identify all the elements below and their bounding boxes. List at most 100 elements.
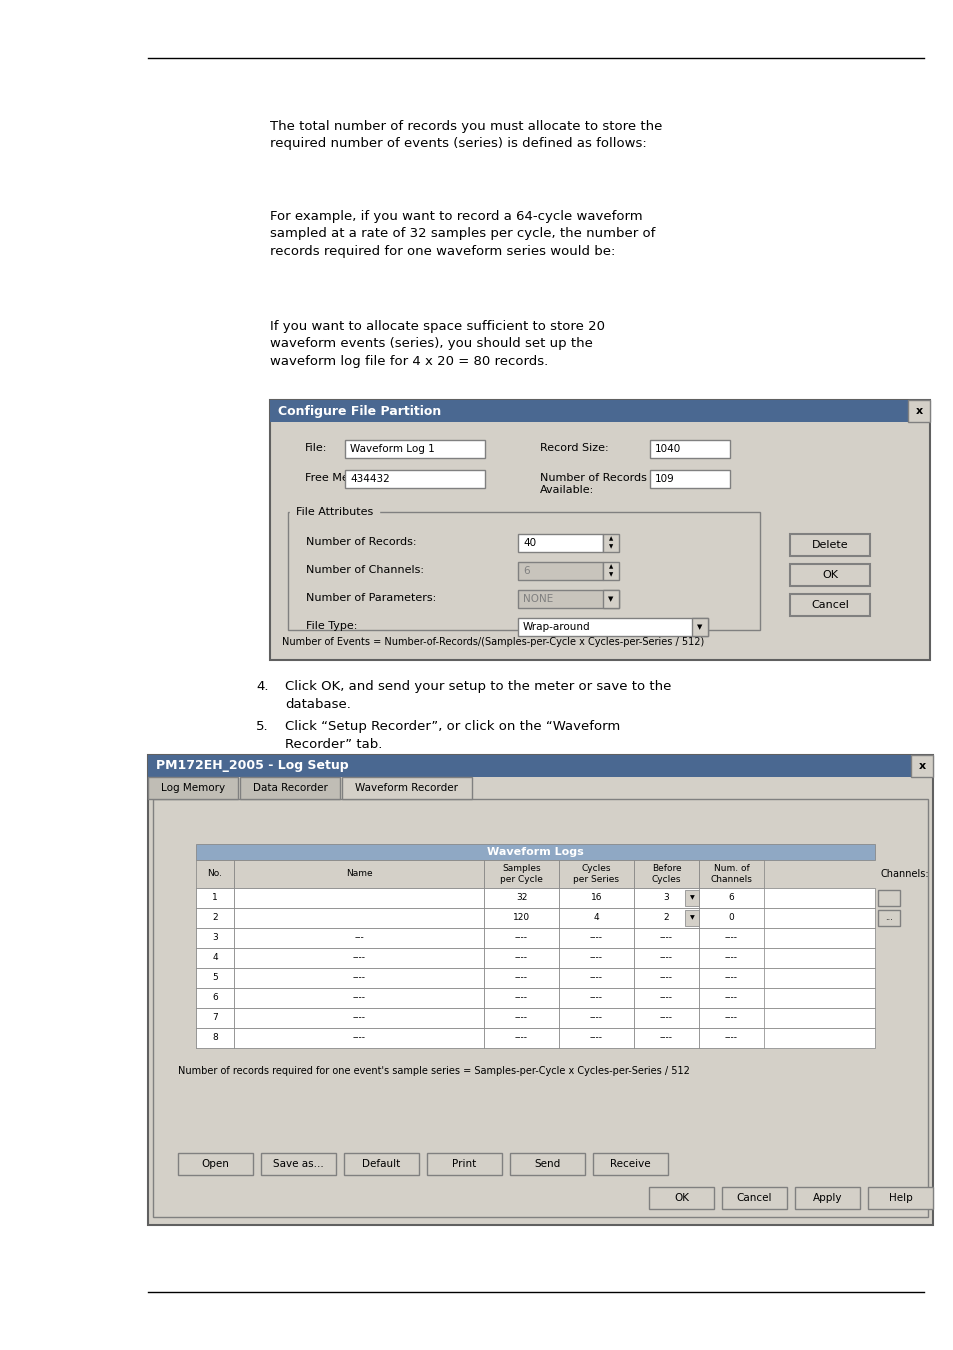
Bar: [195, 988, 233, 1008]
Bar: [649, 470, 729, 487]
Text: 16: 16: [590, 894, 601, 903]
Bar: [634, 948, 699, 968]
Text: ----: ----: [589, 994, 602, 1003]
Text: PM172EH_2005 - Log Setup: PM172EH_2005 - Log Setup: [156, 760, 348, 772]
Bar: [517, 618, 707, 636]
Bar: [602, 590, 618, 608]
Text: Save as...: Save as...: [273, 1160, 323, 1169]
Bar: [345, 440, 484, 458]
Bar: [558, 860, 634, 888]
Bar: [195, 909, 233, 927]
Bar: [789, 535, 869, 556]
Text: Configure File Partition: Configure File Partition: [277, 405, 441, 417]
Bar: [233, 927, 483, 948]
Text: ----: ----: [659, 933, 672, 942]
Text: 434432: 434432: [350, 474, 390, 485]
Text: If you want to allocate space sufficient to store 20
waveform events (series), y: If you want to allocate space sufficient…: [270, 320, 604, 369]
Bar: [634, 1027, 699, 1048]
Bar: [634, 909, 699, 927]
Text: 5: 5: [212, 973, 217, 983]
Text: ▼: ▼: [689, 895, 694, 900]
Bar: [195, 968, 233, 988]
Text: No.: No.: [208, 869, 222, 879]
Text: Send: Send: [534, 1160, 560, 1169]
Bar: [341, 778, 472, 799]
Bar: [233, 860, 483, 888]
Text: ----: ----: [515, 994, 527, 1003]
Bar: [558, 927, 634, 948]
Bar: [558, 968, 634, 988]
Bar: [148, 778, 237, 799]
Text: 3: 3: [663, 894, 669, 903]
Text: Name: Name: [345, 869, 372, 879]
Bar: [789, 594, 869, 616]
Text: OK: OK: [673, 1193, 688, 1203]
Text: Waveform Logs: Waveform Logs: [487, 846, 583, 857]
Bar: [195, 968, 874, 988]
Text: OK: OK: [821, 570, 837, 580]
Text: ----: ----: [659, 1014, 672, 1022]
Text: 4.: 4.: [255, 680, 268, 693]
Text: ----: ----: [352, 1014, 365, 1022]
Text: File Attributes: File Attributes: [295, 508, 373, 517]
Text: ----: ----: [589, 953, 602, 963]
Text: Print: Print: [452, 1160, 476, 1169]
Bar: [634, 1008, 699, 1027]
Bar: [483, 1027, 558, 1048]
Text: ----: ----: [589, 1034, 602, 1042]
Bar: [233, 948, 483, 968]
Text: ----: ----: [515, 973, 527, 983]
Bar: [910, 755, 932, 778]
Bar: [483, 888, 558, 909]
Text: ▼: ▼: [608, 572, 613, 578]
Text: ▼: ▼: [697, 624, 702, 630]
Text: ▲: ▲: [608, 536, 613, 541]
Text: 40: 40: [522, 539, 536, 548]
Text: Delete: Delete: [811, 540, 847, 549]
Text: 8: 8: [212, 1034, 217, 1042]
Bar: [558, 909, 634, 927]
Text: Data Recorder: Data Recorder: [253, 783, 327, 792]
Bar: [233, 888, 483, 909]
Bar: [558, 948, 634, 968]
Text: ----: ----: [724, 1034, 738, 1042]
Text: Cancel: Cancel: [736, 1193, 771, 1203]
Text: ----: ----: [724, 1014, 738, 1022]
Bar: [344, 1153, 418, 1174]
Text: ----: ----: [724, 953, 738, 963]
Text: Click “Setup Recorder”, or click on the “Waveform
Recorder” tab.: Click “Setup Recorder”, or click on the …: [285, 720, 619, 751]
Text: x: x: [918, 761, 924, 771]
Bar: [195, 860, 233, 888]
Text: Default: Default: [362, 1160, 400, 1169]
Text: ----: ----: [352, 953, 365, 963]
Bar: [195, 1027, 874, 1048]
Bar: [794, 1187, 859, 1210]
Text: ----: ----: [659, 973, 672, 983]
Text: ----: ----: [589, 1014, 602, 1022]
Text: Number of Parameters:: Number of Parameters:: [306, 593, 436, 603]
Bar: [699, 948, 763, 968]
Text: ----: ----: [515, 953, 527, 963]
Text: ---: ---: [354, 933, 363, 942]
Bar: [634, 968, 699, 988]
Text: 6: 6: [522, 566, 529, 576]
Bar: [270, 400, 929, 423]
Text: ----: ----: [515, 1034, 527, 1042]
Bar: [699, 1008, 763, 1027]
Bar: [517, 590, 618, 608]
Bar: [691, 618, 707, 636]
Text: ▲: ▲: [608, 564, 613, 570]
Bar: [178, 1153, 253, 1174]
Bar: [195, 948, 874, 968]
Bar: [558, 888, 634, 909]
Bar: [634, 988, 699, 1008]
Text: ----: ----: [724, 933, 738, 942]
Bar: [699, 988, 763, 1008]
Bar: [195, 909, 874, 927]
Bar: [483, 968, 558, 988]
Bar: [148, 755, 932, 1224]
Text: 2: 2: [212, 914, 217, 922]
Bar: [721, 1187, 786, 1210]
Bar: [483, 988, 558, 1008]
Text: For example, if you want to record a 64-cycle waveform
sampled at a rate of 32 s: For example, if you want to record a 64-…: [270, 211, 655, 258]
